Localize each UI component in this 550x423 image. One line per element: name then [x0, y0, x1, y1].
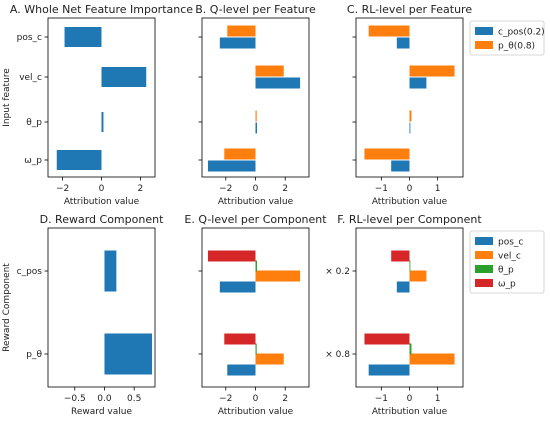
legend-entry: θ_p — [498, 266, 514, 276]
bar — [255, 110, 257, 122]
x-tick-label: 0 — [253, 394, 259, 404]
x-tick-label: 0.0 — [97, 394, 112, 404]
x-tick-label: 0 — [253, 184, 259, 194]
legend-entry: vel_c — [498, 252, 521, 262]
x-tick-label: 1 — [435, 184, 441, 194]
y-tick-label: pos_c — [17, 33, 42, 43]
legend-entry: pos_c — [498, 238, 523, 248]
bar — [104, 333, 153, 375]
x-tick-label: 0 — [99, 184, 105, 194]
x-axis-label: Attribution value — [64, 197, 140, 207]
legend-entry: p_θ(0.8) — [498, 42, 535, 52]
bar — [224, 333, 256, 345]
bar — [409, 270, 427, 282]
bar — [368, 25, 410, 37]
bar — [391, 250, 410, 262]
bar — [409, 343, 412, 355]
bar — [409, 110, 412, 122]
bar — [101, 112, 104, 132]
x-tick-label: −2 — [219, 394, 232, 404]
bar — [396, 281, 410, 293]
panel-title: A. Whole Net Feature Importance — [10, 3, 193, 16]
panel-title: B. Q-level per Feature — [195, 3, 316, 16]
legend-swatch — [475, 27, 493, 35]
x-tick-label: 0 — [407, 394, 413, 404]
x-tick-label: −0.5 — [64, 394, 86, 404]
x-axis-label: Attribution value — [372, 197, 448, 207]
bar — [409, 260, 411, 272]
x-tick-label: −2 — [219, 184, 232, 194]
y-tick-label: c_pos — [17, 267, 43, 277]
x-axis-label: Attribution value — [218, 407, 294, 417]
legend-swatch — [475, 265, 493, 273]
bar — [255, 122, 257, 134]
bar — [101, 67, 147, 87]
legend-swatch — [475, 237, 493, 245]
panel-title: D. Reward Component — [40, 213, 164, 226]
panel-title: C. RL-level per Feature — [347, 3, 472, 16]
y-tick-label: × 0.2 — [325, 267, 350, 277]
bar — [409, 122, 411, 134]
bar — [255, 343, 257, 355]
y-tick-label: ω_p — [24, 156, 42, 166]
bar — [207, 160, 256, 172]
bar — [227, 25, 256, 37]
bar — [255, 77, 301, 89]
bar — [409, 353, 455, 365]
legend-swatch — [475, 279, 493, 287]
y-tick-label: θ_p — [26, 118, 42, 128]
bar — [207, 250, 256, 262]
bar — [364, 333, 410, 345]
bar — [56, 150, 102, 170]
x-axis-label: Attribution value — [372, 407, 448, 417]
legend-entry: ω_p — [498, 280, 516, 290]
bar — [255, 270, 301, 282]
x-tick-label: 0.5 — [127, 394, 141, 404]
x-tick-label: 2 — [282, 394, 288, 404]
x-axis-label: Reward value — [71, 407, 132, 417]
bar — [255, 353, 284, 365]
panel-title: F. RL-level per Component — [337, 213, 482, 226]
x-tick-label: 2 — [138, 184, 144, 194]
bar — [396, 37, 410, 49]
bar — [255, 260, 257, 272]
y-axis-label: Input feature — [2, 68, 12, 127]
bar — [227, 364, 256, 376]
bar — [391, 160, 410, 172]
bar — [219, 281, 256, 293]
bar — [219, 37, 256, 49]
bar — [104, 250, 117, 292]
bar — [364, 148, 410, 160]
legend-swatch — [475, 41, 493, 49]
y-tick-label: × 0.8 — [325, 350, 350, 360]
y-tick-label: vel_c — [19, 73, 42, 83]
y-axis-label: Reward Component — [2, 263, 12, 352]
x-tick-label: 2 — [282, 184, 288, 194]
plot-frame — [47, 227, 156, 388]
x-tick-label: 1 — [435, 394, 441, 404]
y-tick-label: p_θ — [26, 350, 42, 360]
bar — [255, 65, 284, 77]
x-tick-label: −1 — [375, 184, 388, 194]
x-axis-label: Attribution value — [218, 197, 294, 207]
panel-title: E. Q-level per Component — [184, 213, 327, 226]
x-tick-label: −2 — [56, 184, 69, 194]
legend-entry: c_pos(0.2) — [498, 28, 545, 38]
x-tick-label: 0 — [407, 184, 413, 194]
bar — [224, 148, 256, 160]
bar — [409, 65, 455, 77]
legend-swatch — [475, 251, 493, 259]
x-tick-label: −1 — [375, 394, 388, 404]
bar — [64, 27, 102, 47]
bar — [368, 364, 410, 376]
bar — [409, 77, 427, 89]
legend-box — [469, 230, 545, 294]
